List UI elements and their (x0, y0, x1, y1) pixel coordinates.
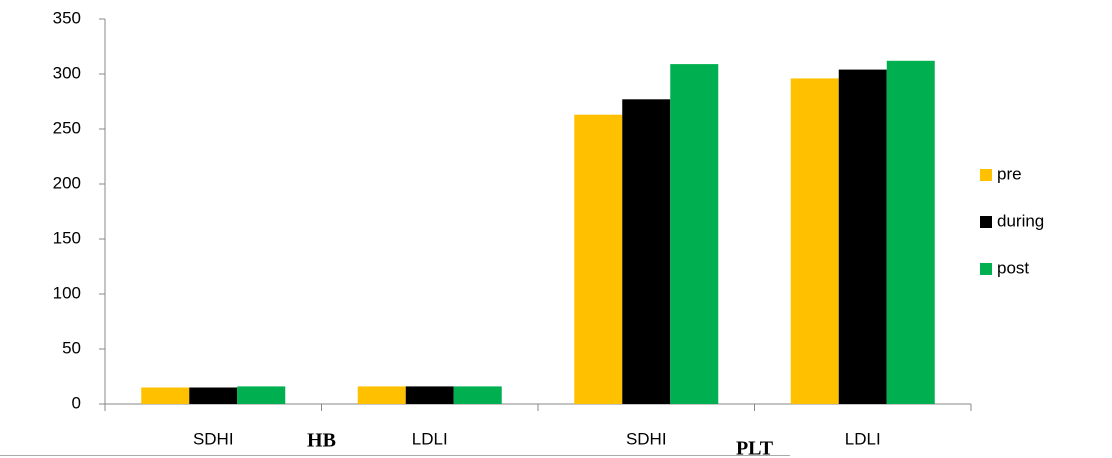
group-label: PLT (736, 438, 774, 458)
x-tick-label: LDLI (845, 429, 881, 448)
y-tick-label: 100 (53, 283, 81, 302)
bar (670, 64, 719, 404)
bar (141, 387, 190, 404)
x-tick-label: LDLI (412, 429, 448, 448)
legend-swatch (980, 216, 992, 228)
bar (405, 386, 454, 404)
legend-label: post (997, 258, 1029, 277)
y-tick-label: 200 (53, 173, 81, 192)
bar (189, 387, 238, 404)
y-tick-label: 300 (53, 63, 81, 82)
bar (574, 114, 623, 404)
bar (886, 60, 935, 405)
y-tick-label: 150 (53, 228, 81, 247)
x-tick-label: SDHI (193, 429, 234, 448)
group-label: HB (307, 430, 336, 452)
y-tick-label: 50 (62, 338, 81, 357)
y-tick-label: 350 (53, 8, 81, 27)
x-tick-label: SDHI (626, 429, 667, 448)
bar (838, 69, 887, 404)
legend-swatch (980, 169, 992, 181)
y-tick-label: 0 (72, 393, 81, 412)
y-tick-label: 250 (53, 118, 81, 137)
legend-swatch (980, 263, 992, 275)
bar (622, 99, 671, 405)
bar (453, 386, 502, 404)
legend-label: pre (997, 164, 1022, 183)
bar (790, 78, 839, 405)
bar (357, 386, 406, 404)
legend-label: during (997, 211, 1044, 230)
bar (237, 386, 286, 404)
